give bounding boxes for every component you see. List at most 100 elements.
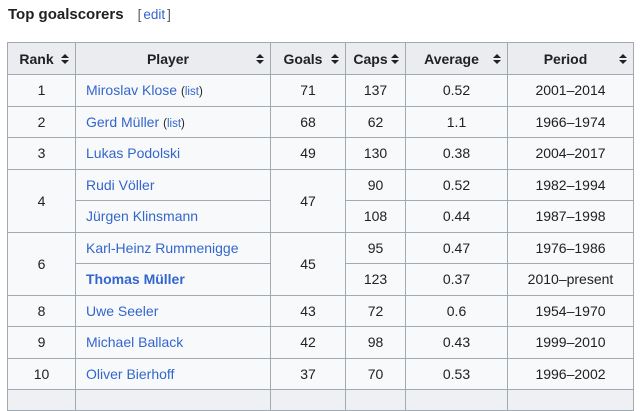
caps-cell: 95 [345,231,406,264]
top-goalscorers-table: Rank Player Goals Caps Average Period 1 … [7,42,634,411]
list-link[interactable]: list [184,86,199,99]
player-cell: Thomas Müller [75,263,271,296]
edit-close-bracket: ] [167,7,171,22]
rank-cell: 1 [7,74,76,107]
player-link[interactable]: Lukas Podolski [86,145,181,162]
average-cell: 0.47 [405,231,508,264]
column-header-goals[interactable]: Goals [270,42,346,75]
period-cell: 1954–1970 [507,294,634,327]
caps-cell: 108 [345,200,406,233]
column-label: Player [146,50,190,67]
rank-cell: 2 [7,105,76,138]
caps-cell: 130 [345,137,406,170]
player-link[interactable]: Michael Ballack [86,334,184,351]
player-cell: Michael Ballack [75,326,271,359]
column-header-average[interactable]: Average [405,42,508,75]
goals-cell: 42 [270,326,346,359]
player-cell: Rudi Völler [75,168,271,201]
column-label: Average [424,50,479,67]
player-cell: Gerd Müller (list) [75,105,271,138]
average-cell: 0.53 [405,357,508,390]
player-link[interactable]: Rudi Völler [86,176,155,193]
player-cell: Lukas Podolski [75,137,271,170]
average-cell: 0.38 [405,137,508,170]
column-header-caps[interactable]: Caps [345,42,406,75]
table-row: 9 Michael Ballack 42 98 0.43 1999–2010 [7,326,634,359]
rank-cell: 3 [7,137,76,170]
goals-cell: 49 [270,137,346,170]
average-cell: 0.37 [405,263,508,296]
table-row: 4 Rudi Völler 47 90 0.52 1982–1994 [7,168,634,233]
caps-cell: 70 [345,357,406,390]
column-label: Goals [283,50,323,67]
caps-cell: 90 [345,168,406,201]
caps-cell: 123 [345,263,406,296]
column-label: Caps [353,50,388,67]
table-row: 10 Oliver Bierhoff 37 70 0.53 1996–2002 [7,357,634,390]
table-row: 2 Gerd Müller (list) 68 62 1.1 1966–1974 [7,105,634,138]
player-link[interactable]: Karl-Heinz Rummenigge [86,239,239,256]
goals-cell: 45 [270,231,346,296]
table-row: 1 Miroslav Klose (list) 71 137 0.52 2001–… [7,74,634,107]
sort-arrows-icon [61,53,69,64]
caps-cell: 62 [345,105,406,138]
player-link[interactable]: Uwe Seeler [86,302,159,319]
caps-cell: 98 [345,326,406,359]
table-row: Jürgen Klinsmann 108 0.44 1987–1998 [8,200,634,233]
column-label: Period [543,50,588,67]
player-cell: Karl-Heinz Rummenigge [75,231,271,264]
period-cell: 1996–2002 [507,357,634,390]
column-header-player[interactable]: Player [75,42,271,75]
rank-cell: 6 [7,231,76,296]
column-header-rank[interactable]: Rank [7,42,76,75]
rank-cell: 9 [7,326,76,359]
table-row: 6 Karl-Heinz Rummenigge 45 95 0.47 1976–… [7,231,634,296]
period-cell: 1976–1986 [507,231,634,264]
caps-cell: 137 [345,74,406,107]
goals-cell: 43 [270,294,346,327]
goals-cell: 71 [270,74,346,107]
player-cell: Oliver Bierhoff [75,357,271,390]
average-cell: 0.43 [405,326,508,359]
section-heading: Top goalscorers [edit] [8,6,171,23]
player-link[interactable]: Jürgen Klinsmann [86,208,199,225]
player-link[interactable]: Thomas Müller [86,271,185,288]
list-link[interactable]: list [166,117,182,130]
player-cell: Uwe Seeler [75,294,271,327]
period-cell: 1987–1998 [507,200,634,233]
section-title: Top goalscorers [8,6,124,23]
rank-cell: 10 [7,357,76,390]
player-link[interactable]: Gerd Müller [86,113,160,130]
player-link[interactable]: Miroslav Klose [86,82,178,99]
caps-cell [345,389,406,411]
column-label: Rank [19,50,54,67]
average-cell: 0.52 [405,168,508,201]
sort-arrows-icon [331,53,339,64]
average-cell: 0.52 [405,74,508,107]
rank-cell: 4 [7,168,76,233]
sort-arrows-icon [619,53,627,64]
rank-cell [7,389,76,411]
goals-cell: 37 [270,357,346,390]
list-note: (list) [163,117,185,130]
period-cell [507,389,634,411]
sort-arrows-icon [256,53,264,64]
average-cell: 1.1 [405,105,508,138]
average-cell [405,389,508,411]
average-cell: 0.44 [405,200,508,233]
player-link[interactable]: Oliver Bierhoff [86,365,175,382]
table-row-cutoff [7,389,634,411]
period-cell: 2001–2014 [507,74,634,107]
edit-link[interactable]: edit [143,7,166,22]
sort-arrows-icon [493,53,501,64]
caps-cell: 72 [345,294,406,327]
column-header-period[interactable]: Period [507,42,634,75]
header-row: Rank Player Goals Caps Average Period [7,42,634,75]
goals-cell: 47 [270,168,346,233]
period-cell: 2004–2017 [507,137,634,170]
table-row: Thomas Müller 123 0.37 2010–present [8,263,634,296]
list-note: (list) [181,86,203,99]
player-cell [75,389,271,411]
period-cell: 2010–present [507,263,634,296]
rank-cell: 8 [7,294,76,327]
